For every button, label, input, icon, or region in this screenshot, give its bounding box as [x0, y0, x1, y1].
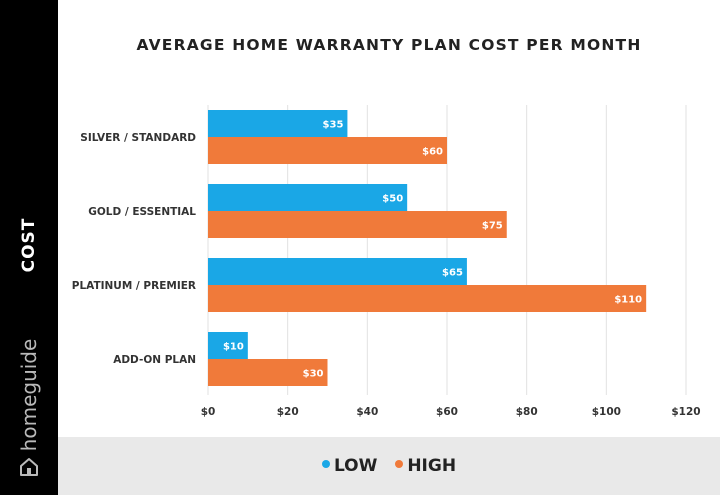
legend-dot-low [321, 460, 330, 468]
brand-logo-text: homeguide [17, 338, 41, 452]
data-label-low: $50 [382, 194, 403, 205]
sidebar: COST homeguide [0, 0, 58, 495]
data-label-high: $30 [303, 369, 324, 380]
bar-high [208, 359, 328, 386]
legend: LOW HIGH [58, 456, 720, 476]
x-tick-label: $120 [671, 406, 700, 418]
legend-dot-high [395, 460, 404, 468]
data-label-low: $10 [223, 342, 244, 353]
bar-low [208, 110, 348, 137]
chart-title: AVERAGE HOME WARRANTY PLAN COST PER MONT… [136, 36, 642, 54]
data-label-high: $60 [422, 147, 443, 158]
bar-high [208, 285, 647, 312]
x-tick-label: $100 [592, 406, 621, 418]
data-label-low: $35 [323, 120, 344, 131]
legend-bar: LOW HIGH [58, 437, 720, 495]
house-icon [20, 458, 38, 476]
bar-chart: SILVER / STANDARD $35 $60 GOLD / ESSENTIAL $… [72, 105, 701, 418]
category-label: GOLD / ESSENTIAL [88, 206, 196, 218]
bar-high [208, 137, 447, 164]
bar-low [208, 258, 467, 285]
legend-label-high: HIGH [407, 456, 457, 476]
x-tick-label: $40 [356, 406, 378, 418]
data-label-high: $75 [482, 221, 503, 232]
legend-item-high: HIGH [395, 456, 456, 476]
x-tick-label: $60 [436, 406, 458, 418]
legend-item-low: LOW [321, 456, 378, 476]
data-label-low: $65 [442, 268, 463, 279]
axis-category-label: COST [19, 217, 39, 273]
legend-label-low: LOW [333, 456, 378, 476]
x-tick-label: $80 [516, 406, 538, 418]
category-label: SILVER / STANDARD [80, 132, 196, 144]
bar-low [208, 184, 408, 211]
bar-high [208, 211, 507, 238]
category-label: ADD-ON PLAN [113, 354, 196, 366]
data-label-high: $110 [614, 295, 642, 306]
x-tick-label: $0 [201, 406, 216, 418]
x-tick-label: $20 [277, 406, 299, 418]
category-label: PLATINUM / PREMIER [72, 280, 196, 292]
bar-low [208, 332, 248, 359]
